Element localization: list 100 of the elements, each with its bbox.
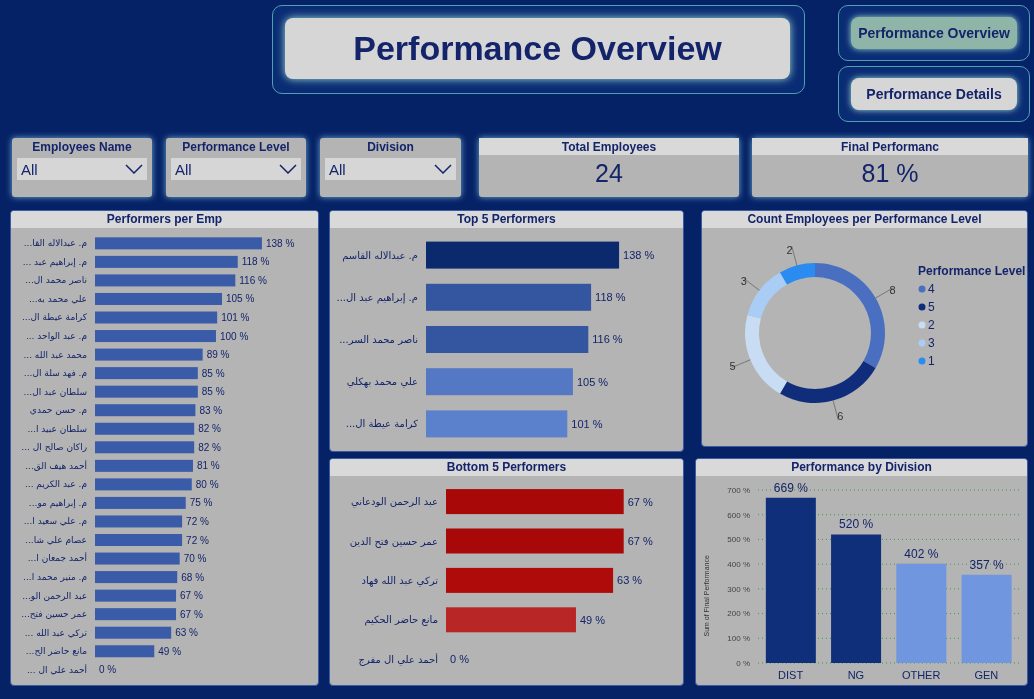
y-tick-label: 200 % <box>727 609 750 619</box>
bar <box>95 237 262 250</box>
data-label: 68 % <box>181 571 205 583</box>
data-label: 5 <box>729 359 736 372</box>
data-label: 72 % <box>186 515 209 527</box>
data-label: 67 % <box>627 495 653 508</box>
y-tick-label: ... م. عبد الواحد <box>25 330 87 341</box>
y-tick-label: ... تركي عبد الله <box>24 627 88 638</box>
y-tick-label: ...عمر حسين فتح <box>21 609 87 620</box>
text: Performance Details <box>851 78 1017 110</box>
y-tick-label: ...عبد الرحمن الو <box>22 590 87 601</box>
data-label: 67 % <box>180 608 203 620</box>
data-label: 118 % <box>241 256 270 268</box>
legend-label: 3 <box>928 336 935 350</box>
chart-title: Performance by Division <box>696 459 1027 476</box>
donut-slice <box>747 272 787 319</box>
bar <box>95 422 195 435</box>
bar <box>95 255 238 268</box>
y-tick-label: ...مانع حاضر الح <box>25 646 88 657</box>
data-label: 0 % <box>450 653 470 666</box>
data-label: 83 % <box>199 404 223 416</box>
bar <box>426 241 620 269</box>
text: All <box>21 160 38 178</box>
chart-title: Count Employees per Performance Level <box>702 211 1027 228</box>
data-label: 67 % <box>180 590 203 602</box>
bar <box>95 589 177 602</box>
text: 24 <box>594 159 624 188</box>
data-label: 100 % <box>219 330 249 342</box>
legend-title: Performance Level <box>918 264 1026 278</box>
y-tick-label: ...علي محمد به <box>28 293 87 304</box>
chart-title: Performers per Emp <box>11 211 318 228</box>
bar <box>95 311 218 324</box>
y-tick-label: مانع حاضر الحكيم <box>364 614 438 627</box>
y-tick-label: ...م. فهد سلة ال <box>23 368 87 379</box>
bar <box>95 330 216 343</box>
data-label: 63 % <box>175 627 199 639</box>
x-tick-label: DIST <box>778 668 804 681</box>
y-tick-label: ... محمد عبد الله <box>23 349 88 360</box>
legend-label: 1 <box>928 354 935 368</box>
bar <box>765 497 816 663</box>
x-tick-label: NG <box>847 668 865 681</box>
donut-slice <box>780 263 815 285</box>
y-tick-label: 700 % <box>727 485 750 495</box>
data-label: 3 <box>740 274 747 287</box>
data-label: 105 % <box>576 375 609 388</box>
bar <box>95 478 192 491</box>
text: Performance Level <box>181 139 291 154</box>
text: Total Employees <box>479 138 739 155</box>
y-tick-label: ...سلطان عبد ال <box>23 386 87 397</box>
y-tick-label: ...م. علي سعيد ا <box>23 516 87 527</box>
data-label: 520 % <box>839 517 874 532</box>
data-label: 2 <box>786 243 793 256</box>
y-tick-label: ...م. إبراهيم عبد ال <box>336 291 418 304</box>
bar <box>95 515 183 528</box>
chart-title: Bottom 5 Performers <box>330 459 683 476</box>
data-label: 8 <box>889 284 896 296</box>
bar <box>95 608 177 621</box>
y-tick-label: ... أحمد علي ال <box>26 663 87 675</box>
bar <box>426 283 592 311</box>
y-tick-label: ...ناصر محمد السر <box>339 334 418 345</box>
data-label: 101 % <box>571 417 603 430</box>
bar <box>95 441 195 454</box>
legend-label: 4 <box>928 282 935 296</box>
data-label: 138 % <box>623 249 655 262</box>
bar <box>95 626 172 639</box>
bar <box>95 496 186 509</box>
y-tick-label: 500 % <box>727 535 750 545</box>
text: All <box>329 160 346 178</box>
data-label: 81 % <box>196 460 220 472</box>
bar <box>95 459 193 472</box>
data-label: 0 % <box>99 664 117 676</box>
donut-slice <box>815 263 885 368</box>
data-label: 89 % <box>206 349 230 361</box>
bar <box>426 410 568 438</box>
bar <box>426 368 573 396</box>
y-tick-label: م. حسن حمدي <box>29 405 87 416</box>
data-label: 80 % <box>195 478 219 490</box>
y-tick-label: ... راكان صالح ال <box>21 442 87 453</box>
data-label: 75 % <box>189 497 213 509</box>
data-label: 82 % <box>198 441 222 453</box>
bar <box>831 534 882 663</box>
bar <box>95 292 223 305</box>
x-tick-label: GEN <box>974 668 999 681</box>
bar <box>961 574 1012 663</box>
data-label: 402 % <box>904 546 939 561</box>
y-tick-label: ...عصام علي شا <box>25 534 87 545</box>
bar <box>95 645 155 658</box>
text: 81 % <box>860 159 920 188</box>
y-tick-label: ...كرامة عيطة ال <box>21 312 88 323</box>
y-tick-label: ... م. عبد الكريم <box>24 479 87 491</box>
bar <box>896 563 947 663</box>
legend-label: 5 <box>928 300 935 314</box>
data-label: 105 % <box>226 293 255 305</box>
bar <box>426 326 589 353</box>
data-label: 72 % <box>186 534 209 546</box>
data-label: 85 % <box>201 367 225 379</box>
y-tick-label: 0 % <box>736 658 750 668</box>
data-label: 6 <box>837 410 844 423</box>
bar <box>95 367 198 380</box>
bar <box>95 404 196 417</box>
